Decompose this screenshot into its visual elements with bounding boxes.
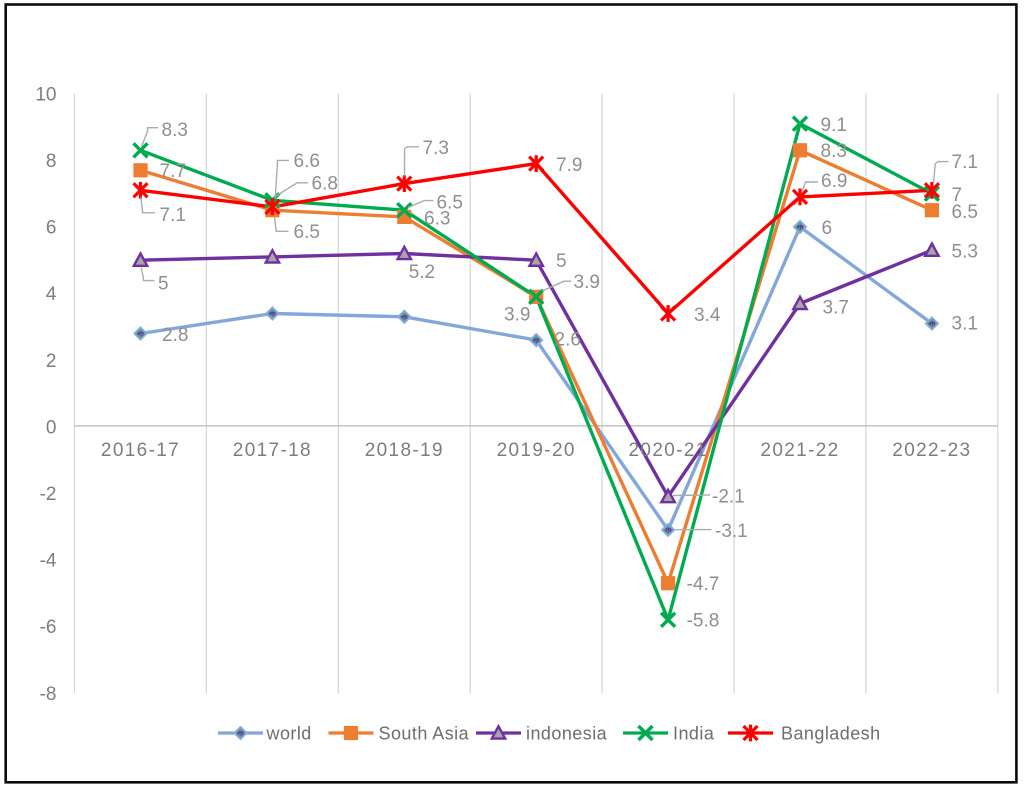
svg-text:-2.1: -2.1 [712,487,745,508]
svg-text:3.1: 3.1 [952,314,978,335]
svg-text:8.3: 8.3 [162,120,188,141]
svg-text:6.6: 6.6 [294,151,320,172]
svg-text:Bangladesh: Bangladesh [781,723,881,743]
svg-text:-5.8: -5.8 [687,611,720,632]
svg-text:indonesia: indonesia [526,723,608,743]
svg-text:7.1: 7.1 [160,205,186,226]
svg-text:-4: -4 [40,551,57,572]
svg-text:-8: -8 [40,684,57,705]
svg-text:2016-17: 2016-17 [101,440,180,461]
svg-text:2022-23: 2022-23 [892,440,971,461]
svg-text:10: 10 [35,84,56,105]
svg-text:2: 2 [46,351,57,372]
svg-text:7: 7 [952,185,963,206]
svg-text:6.5: 6.5 [437,193,463,214]
svg-text:8.3: 8.3 [821,141,847,162]
svg-text:7.7: 7.7 [160,161,186,182]
svg-text:3.4: 3.4 [694,305,721,326]
svg-text:3.9: 3.9 [574,272,600,293]
svg-text:6: 6 [822,218,833,239]
svg-text:-2: -2 [40,484,57,505]
svg-text:3.7: 3.7 [823,298,849,319]
svg-text:5.2: 5.2 [409,262,435,283]
svg-text:7.1: 7.1 [952,152,978,173]
svg-text:7.9: 7.9 [556,155,582,176]
svg-text:India: India [673,723,715,743]
svg-text:South Asia: South Asia [379,723,470,743]
svg-text:2.8: 2.8 [162,325,188,346]
svg-text:2017-18: 2017-18 [233,440,312,461]
svg-text:-6: -6 [40,617,57,638]
svg-text:0: 0 [46,417,57,438]
svg-text:6.9: 6.9 [821,171,847,192]
svg-text:5.3: 5.3 [952,242,978,263]
svg-text:8: 8 [46,151,57,172]
svg-text:6: 6 [46,218,57,239]
svg-text:5: 5 [158,274,169,295]
svg-text:3.9: 3.9 [504,305,530,326]
svg-text:2020-21: 2020-21 [629,440,708,461]
svg-text:2.6: 2.6 [555,330,581,351]
svg-text:4: 4 [46,284,57,305]
svg-text:6.5: 6.5 [294,222,320,243]
svg-text:7.3: 7.3 [423,138,449,159]
svg-text:6.3: 6.3 [424,209,450,230]
svg-text:9.1: 9.1 [821,115,847,136]
svg-text:-4.7: -4.7 [687,574,720,595]
svg-text:6.8: 6.8 [312,174,338,195]
svg-text:2021-22: 2021-22 [760,440,839,461]
svg-text:5: 5 [556,251,567,272]
svg-text:2018-19: 2018-19 [365,440,444,461]
svg-text:-3.1: -3.1 [715,521,748,542]
svg-text:6.5: 6.5 [952,202,978,223]
svg-text:world: world [266,723,312,743]
svg-text:2019-20: 2019-20 [497,440,576,461]
